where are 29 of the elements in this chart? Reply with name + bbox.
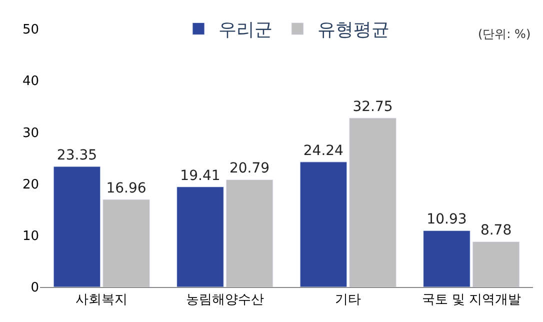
annotation: (단위: %) <box>478 27 531 41</box>
legend-label: 유형평균 <box>318 20 390 41</box>
y-tick-label: 30 <box>22 126 39 141</box>
data-label: 32.75 <box>352 99 393 116</box>
bar <box>349 118 396 287</box>
bar <box>472 241 520 287</box>
data-label: 20.79 <box>229 160 270 177</box>
x-tick-label: 사회복지 <box>76 292 128 308</box>
data-label: 8.78 <box>480 222 512 239</box>
legend-label: 우리군 <box>218 20 272 41</box>
bar <box>423 230 470 287</box>
data-label: 16.96 <box>106 180 146 196</box>
y-tick-label: 10 <box>22 228 39 244</box>
data-label: 24.24 <box>303 142 344 159</box>
bar <box>300 162 348 287</box>
y-tick-label: 40 <box>22 74 39 90</box>
data-label: 19.41 <box>180 168 220 184</box>
data-label: 10.93 <box>426 212 467 228</box>
bar <box>53 166 101 287</box>
bar <box>176 186 224 287</box>
bar <box>226 179 274 287</box>
y-tick-label: 0 <box>30 280 39 296</box>
y-tick-label: 50 <box>22 22 39 38</box>
y-tick-label: 20 <box>22 177 39 192</box>
x-tick-label: 기타 <box>335 292 362 308</box>
x-tick-label: 국토 및 지역개발 <box>422 292 522 308</box>
bar <box>102 199 150 287</box>
x-tick-label: 농림해양수산 <box>186 292 264 308</box>
data-label: 23.35 <box>56 148 98 164</box>
